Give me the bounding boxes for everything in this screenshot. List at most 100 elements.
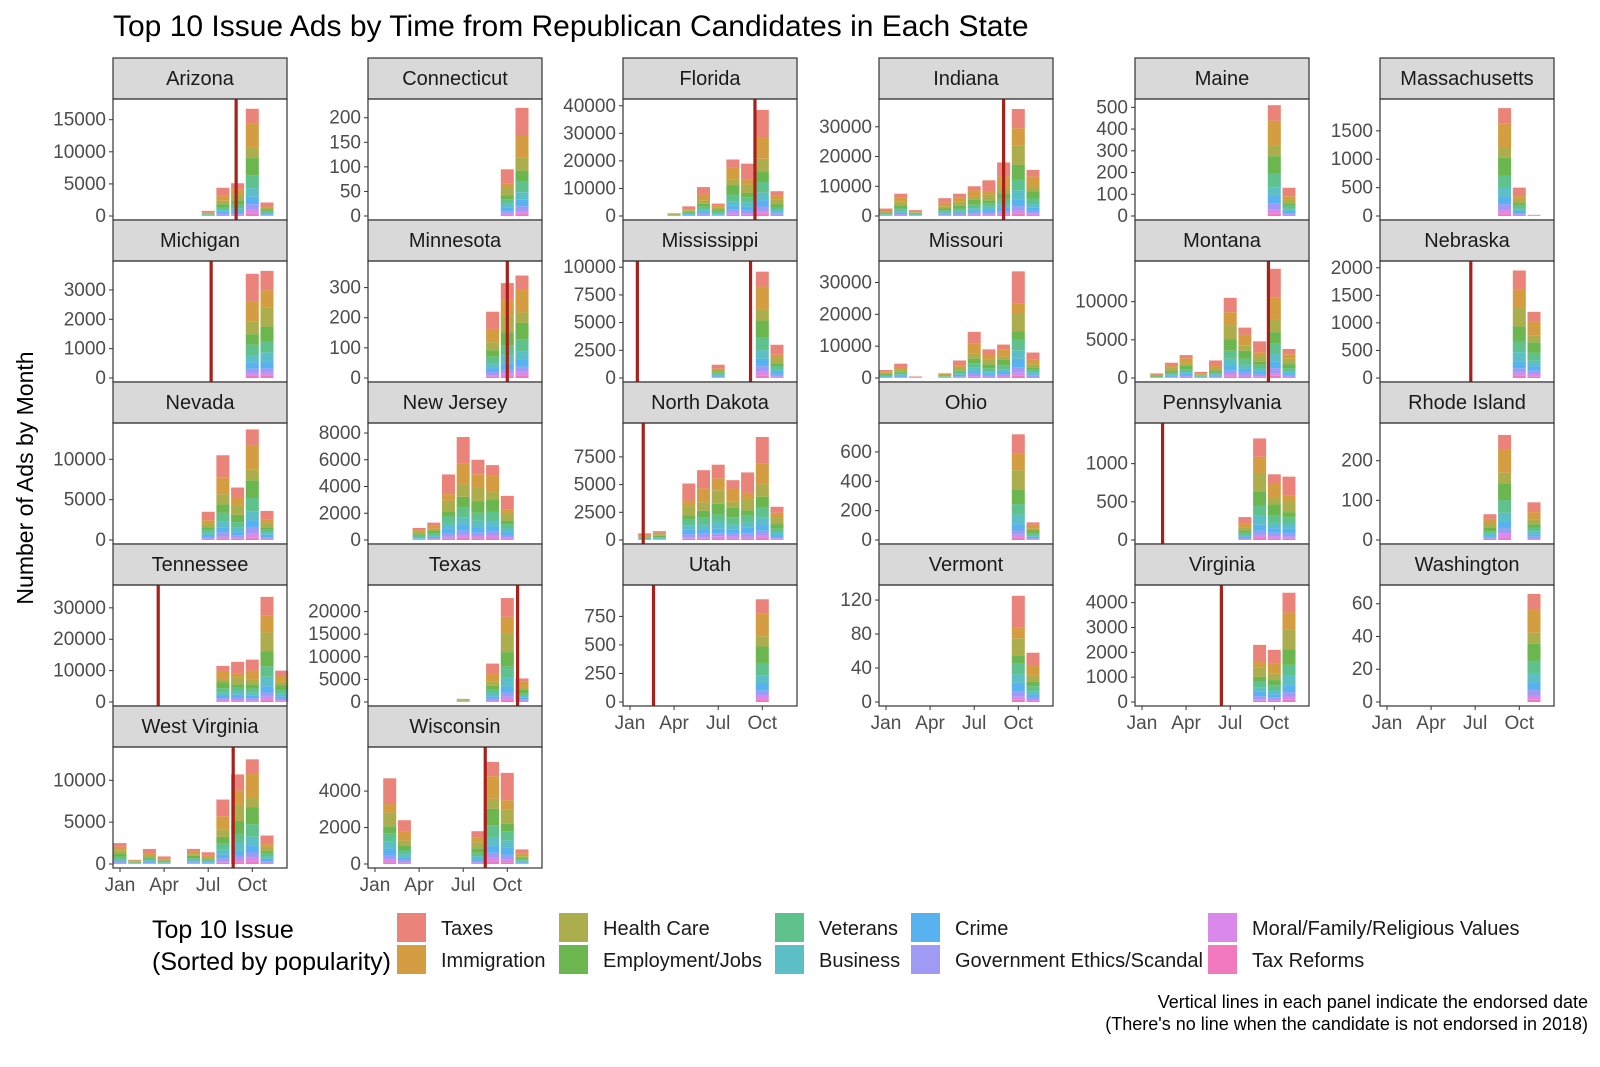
y-tick-label: 100 <box>1096 184 1128 205</box>
bar-segment-immigration <box>938 373 952 375</box>
bar-segment-business <box>1282 523 1296 529</box>
bar-month-6 <box>953 193 966 216</box>
legend-title-line1: Top 10 Issue <box>152 916 294 944</box>
strip-background <box>367 219 543 262</box>
x-tick-label: Jul <box>706 713 730 734</box>
bar-segment-business <box>216 849 230 855</box>
bar-segment-employment-jobs <box>383 826 397 834</box>
bar-segment-tax-reforms <box>1282 377 1296 378</box>
bar-segment-employment-jobs <box>216 204 230 207</box>
bar-segment-tax-reforms <box>260 863 274 864</box>
strip-background <box>112 381 288 424</box>
bar-segment-health-care <box>113 850 127 854</box>
bar-month-10 <box>1267 474 1281 540</box>
bar-segment-veterans <box>500 199 514 204</box>
bar-month-7 <box>201 210 215 216</box>
bar-segment-employment-jobs <box>755 320 769 338</box>
bar-segment-moral-family-religious-values <box>1483 538 1497 540</box>
bar-segment-employment-jobs <box>1011 164 1025 180</box>
bar-segment-taxes <box>260 510 274 520</box>
bar-segment-veterans <box>652 536 666 538</box>
legend-swatch <box>1208 945 1237 974</box>
bar-segment-health-care <box>770 518 784 525</box>
bar-segment-immigration <box>1282 495 1296 502</box>
bar-segment-immigration <box>486 475 500 493</box>
bar-segment-veterans <box>726 517 740 525</box>
bar-segment-health-care <box>275 681 289 686</box>
panel-minnesota: Minnesota 0 100 200 300 <box>329 219 543 389</box>
legend-item-tax-reforms: Tax Reforms <box>1208 945 1364 974</box>
bar-segment-tax-reforms <box>260 375 274 378</box>
bar-segment-business <box>1527 360 1541 367</box>
bar-segment-health-care <box>1267 145 1281 157</box>
bar-segment-health-care <box>245 797 259 808</box>
bar-segment-employment-jobs <box>397 845 411 851</box>
bar-segment-health-care <box>1011 314 1025 332</box>
bar-segment-tax-reforms <box>245 701 259 702</box>
bar-segment-moral-family-religious-values <box>967 376 981 378</box>
bar-segment-moral-family-religious-values <box>1011 372 1025 376</box>
bar-segment-tax-reforms <box>515 375 529 378</box>
strip-background <box>878 381 1054 424</box>
bar-segment-immigration <box>216 670 230 679</box>
bar-segment-veterans <box>1011 339 1025 351</box>
bar-segment-tax-reforms <box>697 538 710 540</box>
bar-segment-veterans <box>755 182 769 193</box>
bar-segment-government-ethics-scandal <box>726 209 740 213</box>
bar-segment-taxes <box>1267 474 1281 484</box>
bar-segment-tax-reforms <box>1512 215 1526 216</box>
y-tick-label: 0 <box>350 692 361 713</box>
bar-segment-government-ethics-scandal <box>997 374 1011 376</box>
strip-background <box>622 381 798 424</box>
bar-segment-taxes <box>682 206 696 210</box>
legend-item-immigration: Immigration <box>397 945 545 974</box>
y-tick-label: 1500 <box>1331 121 1373 142</box>
bar-segment-health-care <box>500 809 514 824</box>
bar-segment-employment-jobs <box>442 511 455 517</box>
bar-segment-moral-family-religious-values <box>486 375 500 377</box>
bar-segment-crime <box>1253 524 1267 531</box>
bar-segment-immigration <box>1164 365 1178 368</box>
bar-segment-crime <box>1011 199 1025 207</box>
panel-west-virginia: West Virginia 0 5000 10000 Jan Apr Jul Oct <box>53 705 288 896</box>
bar-segment-veterans <box>245 175 259 189</box>
bar-segment-crime <box>245 695 259 699</box>
bar-segment-moral-family-religious-values <box>216 536 230 539</box>
panel-new-jersey: New Jersey 0 2000 4000 6000 8000 <box>319 381 543 551</box>
bar-segment-immigration <box>515 681 529 687</box>
bar-segment-immigration <box>770 354 784 359</box>
bar-segment-taxes <box>471 831 485 838</box>
bar-segment-employment-jobs <box>697 203 710 207</box>
bar-month-5 <box>682 483 696 540</box>
bar-segment-immigration <box>770 512 784 519</box>
bar-month-11 <box>260 510 274 540</box>
bar-segment-employment-jobs <box>967 199 981 205</box>
bar-segment-veterans <box>697 517 710 525</box>
bar-segment-tax-reforms <box>1267 375 1281 378</box>
bar-segment-government-ethics-scandal <box>1209 376 1222 378</box>
bar-segment-business <box>770 532 784 536</box>
bar-segment-tax-reforms <box>726 214 740 216</box>
y-tick-label: 10000 <box>563 178 616 199</box>
bar-segment-health-care <box>1527 632 1541 644</box>
bar-month-9 <box>231 661 245 702</box>
bar-segment-health-care <box>1282 358 1296 365</box>
strip-label: Utah <box>689 554 731 576</box>
y-tick-label: 0 <box>605 206 616 227</box>
bar-segment-health-care <box>894 201 908 206</box>
bar-segment-taxes <box>938 198 952 203</box>
y-tick-label: 15000 <box>53 110 106 131</box>
bar-segment-employment-jobs <box>1527 524 1541 528</box>
bar-segment-crime <box>216 211 230 214</box>
bar-segment-tax-reforms <box>500 539 514 540</box>
bar-month-8 <box>726 480 740 540</box>
bar-segment-government-ethics-scandal <box>1282 692 1296 697</box>
bar-month-7 <box>1223 297 1237 378</box>
bar-segment-veterans <box>1011 179 1025 191</box>
bar-segment-veterans <box>1253 364 1267 369</box>
bar-segment-taxes <box>938 373 952 374</box>
bar-segment-business <box>142 860 156 862</box>
bar-segment-taxes <box>515 275 529 290</box>
bar-segment-taxes <box>682 483 696 501</box>
bar-segment-veterans <box>245 688 259 693</box>
